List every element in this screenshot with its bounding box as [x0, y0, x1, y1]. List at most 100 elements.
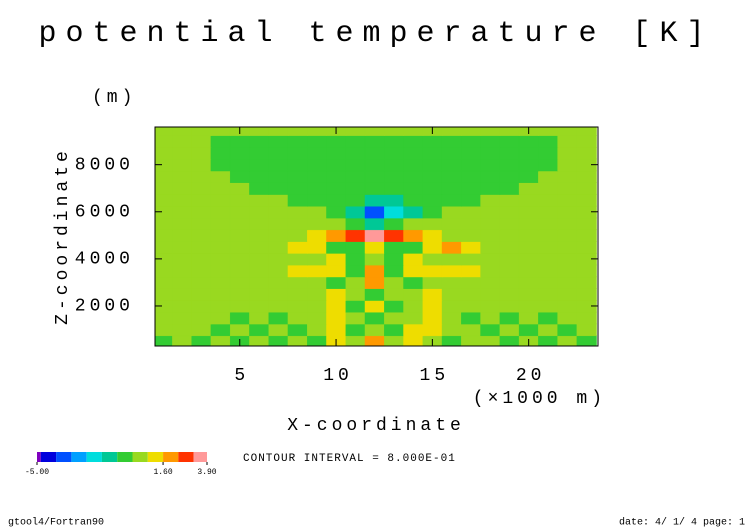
- contour-cell: [384, 252, 405, 266]
- contour-cell: [422, 288, 443, 301]
- contour-cell: [461, 241, 482, 254]
- contour-cell: [210, 229, 231, 242]
- contour-cell: [229, 276, 251, 289]
- contour-cell: [229, 264, 251, 278]
- contour-cell: [480, 217, 501, 231]
- contour-cell: [210, 158, 231, 172]
- contour-cell: [403, 276, 424, 289]
- contour-cell: [307, 217, 328, 231]
- contour-cell: [518, 205, 539, 219]
- contour-cell: [518, 252, 539, 266]
- contour-cell: [480, 170, 501, 183]
- x-tick-label: 20: [516, 366, 546, 386]
- contour-cell: [268, 217, 289, 231]
- contour-cell: [557, 241, 578, 254]
- contour-cell: [326, 288, 347, 301]
- contour-cell: [307, 276, 328, 289]
- y-tick-label: 2000: [75, 297, 134, 317]
- contour-cell: [461, 135, 482, 148]
- colorbar-box: [147, 452, 164, 462]
- contour-cell: [287, 264, 308, 278]
- contour-cell: [422, 217, 443, 231]
- contour-cell: [422, 193, 443, 207]
- contour-cell: [422, 229, 443, 242]
- contour-cell: [403, 205, 424, 219]
- contour-cell: [268, 170, 289, 183]
- contour-cell: [364, 135, 385, 148]
- contour-cell: [461, 288, 482, 301]
- contour-cell: [422, 241, 443, 254]
- contour-cell: [422, 264, 443, 278]
- contour-cell: [441, 252, 462, 266]
- contour-cell: [518, 229, 539, 242]
- contour-cell: [268, 299, 289, 313]
- contour-cell: [422, 205, 443, 219]
- contour-cell: [576, 276, 597, 289]
- x-tick-label: 10: [323, 366, 353, 386]
- contour-cell: [210, 182, 231, 195]
- contour-cell: [403, 170, 424, 183]
- contour-cell: [345, 135, 366, 148]
- contour-cell: [268, 127, 289, 136]
- contour-cell: [461, 299, 482, 313]
- contour-cell: [422, 252, 443, 266]
- contour-cell: [172, 205, 193, 219]
- contour-cell: [576, 323, 597, 337]
- contour-cell: [287, 135, 308, 148]
- contour-cell: [345, 170, 366, 183]
- contour-cell: [229, 288, 251, 301]
- contour-cell: [384, 205, 405, 219]
- contour-cell: [172, 276, 193, 289]
- contour-note: CONTOUR INTERVAL = 8.000E-01: [243, 453, 456, 465]
- contour-cell: [364, 323, 385, 337]
- contour-cell: [249, 311, 270, 325]
- contour-cell: [287, 299, 308, 313]
- contour-cell: [518, 146, 539, 160]
- contour-cell: [229, 135, 251, 148]
- x-axis-label: X-coordinate: [287, 416, 465, 436]
- contour-cell: [210, 252, 231, 266]
- contour-cell: [499, 127, 520, 136]
- contour-cell: [307, 241, 328, 254]
- colorbar-box: [56, 452, 72, 462]
- contour-cell: [480, 193, 501, 207]
- contour-cell: [518, 299, 539, 313]
- footer-left: gtool4/Fortran90: [8, 517, 104, 529]
- contour-cell: [268, 288, 289, 301]
- contour-cell: [384, 323, 405, 337]
- contour-cell: [345, 252, 366, 266]
- contour-cell: [576, 217, 597, 231]
- contour-cell: [191, 127, 212, 136]
- contour-cell: [229, 252, 251, 266]
- contour-cell: [499, 217, 520, 231]
- contour-cell: [287, 311, 308, 325]
- contour-cell: [441, 241, 462, 254]
- contour-cell: [210, 193, 231, 207]
- contour-cell: [557, 182, 578, 195]
- contour-cell: [287, 229, 308, 242]
- contour-cell: [287, 193, 308, 207]
- contour-cell: [191, 229, 212, 242]
- contour-cell: [172, 158, 193, 172]
- contour-cell: [364, 229, 385, 242]
- contour-cell: [172, 217, 193, 231]
- contour-cell: [155, 193, 173, 207]
- contour-cell: [557, 288, 578, 301]
- contour-cell: [384, 146, 405, 160]
- contour-cell: [441, 264, 462, 278]
- contour-cell: [403, 323, 424, 337]
- contour-cell: [576, 135, 597, 148]
- contour-cell: [249, 170, 270, 183]
- contour-cell: [480, 135, 501, 148]
- colorbar-box: [163, 452, 179, 462]
- contour-cell: [364, 193, 385, 207]
- x-tick-label: 15: [420, 366, 450, 386]
- contour-cell: [538, 182, 559, 195]
- contour-cell: [518, 323, 539, 337]
- contour-cell: [480, 182, 501, 195]
- contour-cell: [480, 276, 501, 289]
- contour-cell: [499, 288, 520, 301]
- contour-cell: [307, 229, 328, 242]
- contour-cell: [499, 158, 520, 172]
- contour-cell: [480, 252, 501, 266]
